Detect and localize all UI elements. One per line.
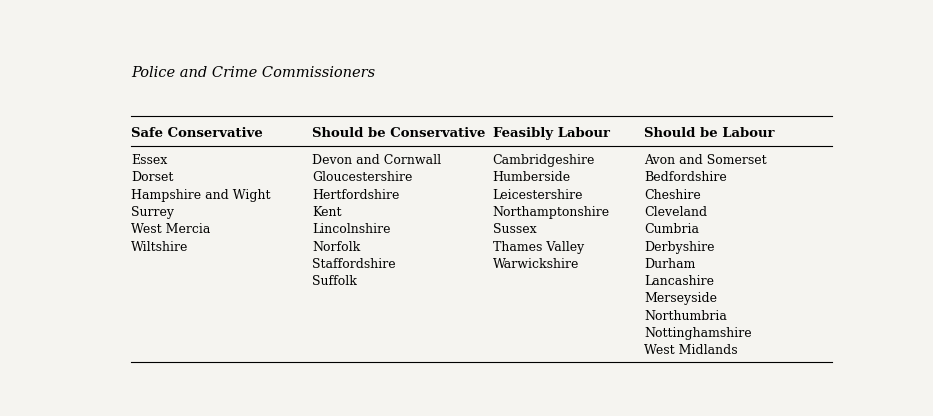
Text: Lancashire: Lancashire xyxy=(645,275,715,288)
Text: Leicestershire: Leicestershire xyxy=(493,188,583,202)
Text: Avon and Somerset: Avon and Somerset xyxy=(645,154,767,167)
Text: Dorset: Dorset xyxy=(131,171,174,184)
Text: Bedfordshire: Bedfordshire xyxy=(645,171,727,184)
Text: Kent: Kent xyxy=(312,206,341,219)
Text: West Midlands: West Midlands xyxy=(645,344,738,357)
Text: Suffolk: Suffolk xyxy=(312,275,356,288)
Text: Hertfordshire: Hertfordshire xyxy=(312,188,399,202)
Text: Feasibly Labour: Feasibly Labour xyxy=(493,127,609,140)
Text: Safe Conservative: Safe Conservative xyxy=(131,127,263,140)
Text: Humberside: Humberside xyxy=(493,171,571,184)
Text: Should be Labour: Should be Labour xyxy=(645,127,775,140)
Text: Devon and Cornwall: Devon and Cornwall xyxy=(312,154,441,167)
Text: West Mercia: West Mercia xyxy=(131,223,211,236)
Text: Northamptonshire: Northamptonshire xyxy=(493,206,610,219)
Text: Cheshire: Cheshire xyxy=(645,188,702,202)
Text: Sussex: Sussex xyxy=(493,223,536,236)
Text: Hampshire and Wight: Hampshire and Wight xyxy=(131,188,271,202)
Text: Nottinghamshire: Nottinghamshire xyxy=(645,327,752,340)
Text: Surrey: Surrey xyxy=(131,206,174,219)
Text: Lincolnshire: Lincolnshire xyxy=(312,223,390,236)
Text: Cumbria: Cumbria xyxy=(645,223,700,236)
Text: Wiltshire: Wiltshire xyxy=(131,240,188,253)
Text: Northumbria: Northumbria xyxy=(645,310,728,323)
Text: Should be Conservative: Should be Conservative xyxy=(312,127,485,140)
Text: Police and Crime Commissioners: Police and Crime Commissioners xyxy=(131,66,375,80)
Text: Essex: Essex xyxy=(131,154,167,167)
Text: Merseyside: Merseyside xyxy=(645,292,717,305)
Text: Durham: Durham xyxy=(645,258,696,271)
Text: Cleveland: Cleveland xyxy=(645,206,707,219)
Text: Derbyshire: Derbyshire xyxy=(645,240,715,253)
Text: Staffordshire: Staffordshire xyxy=(312,258,396,271)
Text: Thames Valley: Thames Valley xyxy=(493,240,584,253)
Text: Warwickshire: Warwickshire xyxy=(493,258,579,271)
Text: Gloucestershire: Gloucestershire xyxy=(312,171,412,184)
Text: Norfolk: Norfolk xyxy=(312,240,360,253)
Text: Cambridgeshire: Cambridgeshire xyxy=(493,154,595,167)
